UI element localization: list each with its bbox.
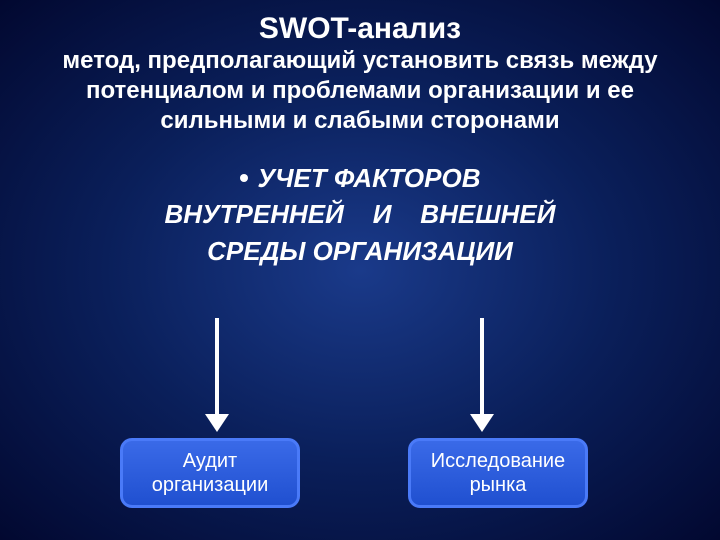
arrow-left	[215, 318, 219, 432]
bullet-dot-icon	[240, 174, 248, 182]
arrow-right-head-icon	[470, 414, 494, 432]
bullet-line-3: СРЕДЫ ОРГАНИЗАЦИИ	[60, 233, 660, 269]
bullet-text-1: УЧЕТ ФАКТОРОВ	[258, 163, 481, 193]
arrow-left-line	[215, 318, 219, 414]
bullet-block: УЧЕТ ФАКТОРОВ ВНУТРЕННЕЙ И ВНЕШНЕЙ СРЕДЫ…	[0, 160, 720, 269]
box-audit: Аудит организации	[120, 438, 300, 508]
title-subtitle: метод, предполагающий установить связь м…	[40, 46, 680, 136]
box-research-line2: рынка	[427, 473, 569, 497]
box-audit-line2: организации	[139, 473, 281, 497]
arrow-right-line	[480, 318, 484, 414]
arrow-left-head-icon	[205, 414, 229, 432]
bullet-line-1: УЧЕТ ФАКТОРОВ	[60, 160, 660, 196]
arrow-right	[480, 318, 484, 432]
box-audit-line1: Аудит	[139, 449, 281, 473]
box-research-line1: Исследование	[427, 449, 569, 473]
title-main: SWOT-анализ	[40, 12, 680, 46]
bullet-line-2: ВНУТРЕННЕЙ И ВНЕШНЕЙ	[60, 196, 660, 232]
title-block: SWOT-анализ метод, предполагающий устано…	[0, 0, 720, 136]
box-research: Исследование рынка	[408, 438, 588, 508]
